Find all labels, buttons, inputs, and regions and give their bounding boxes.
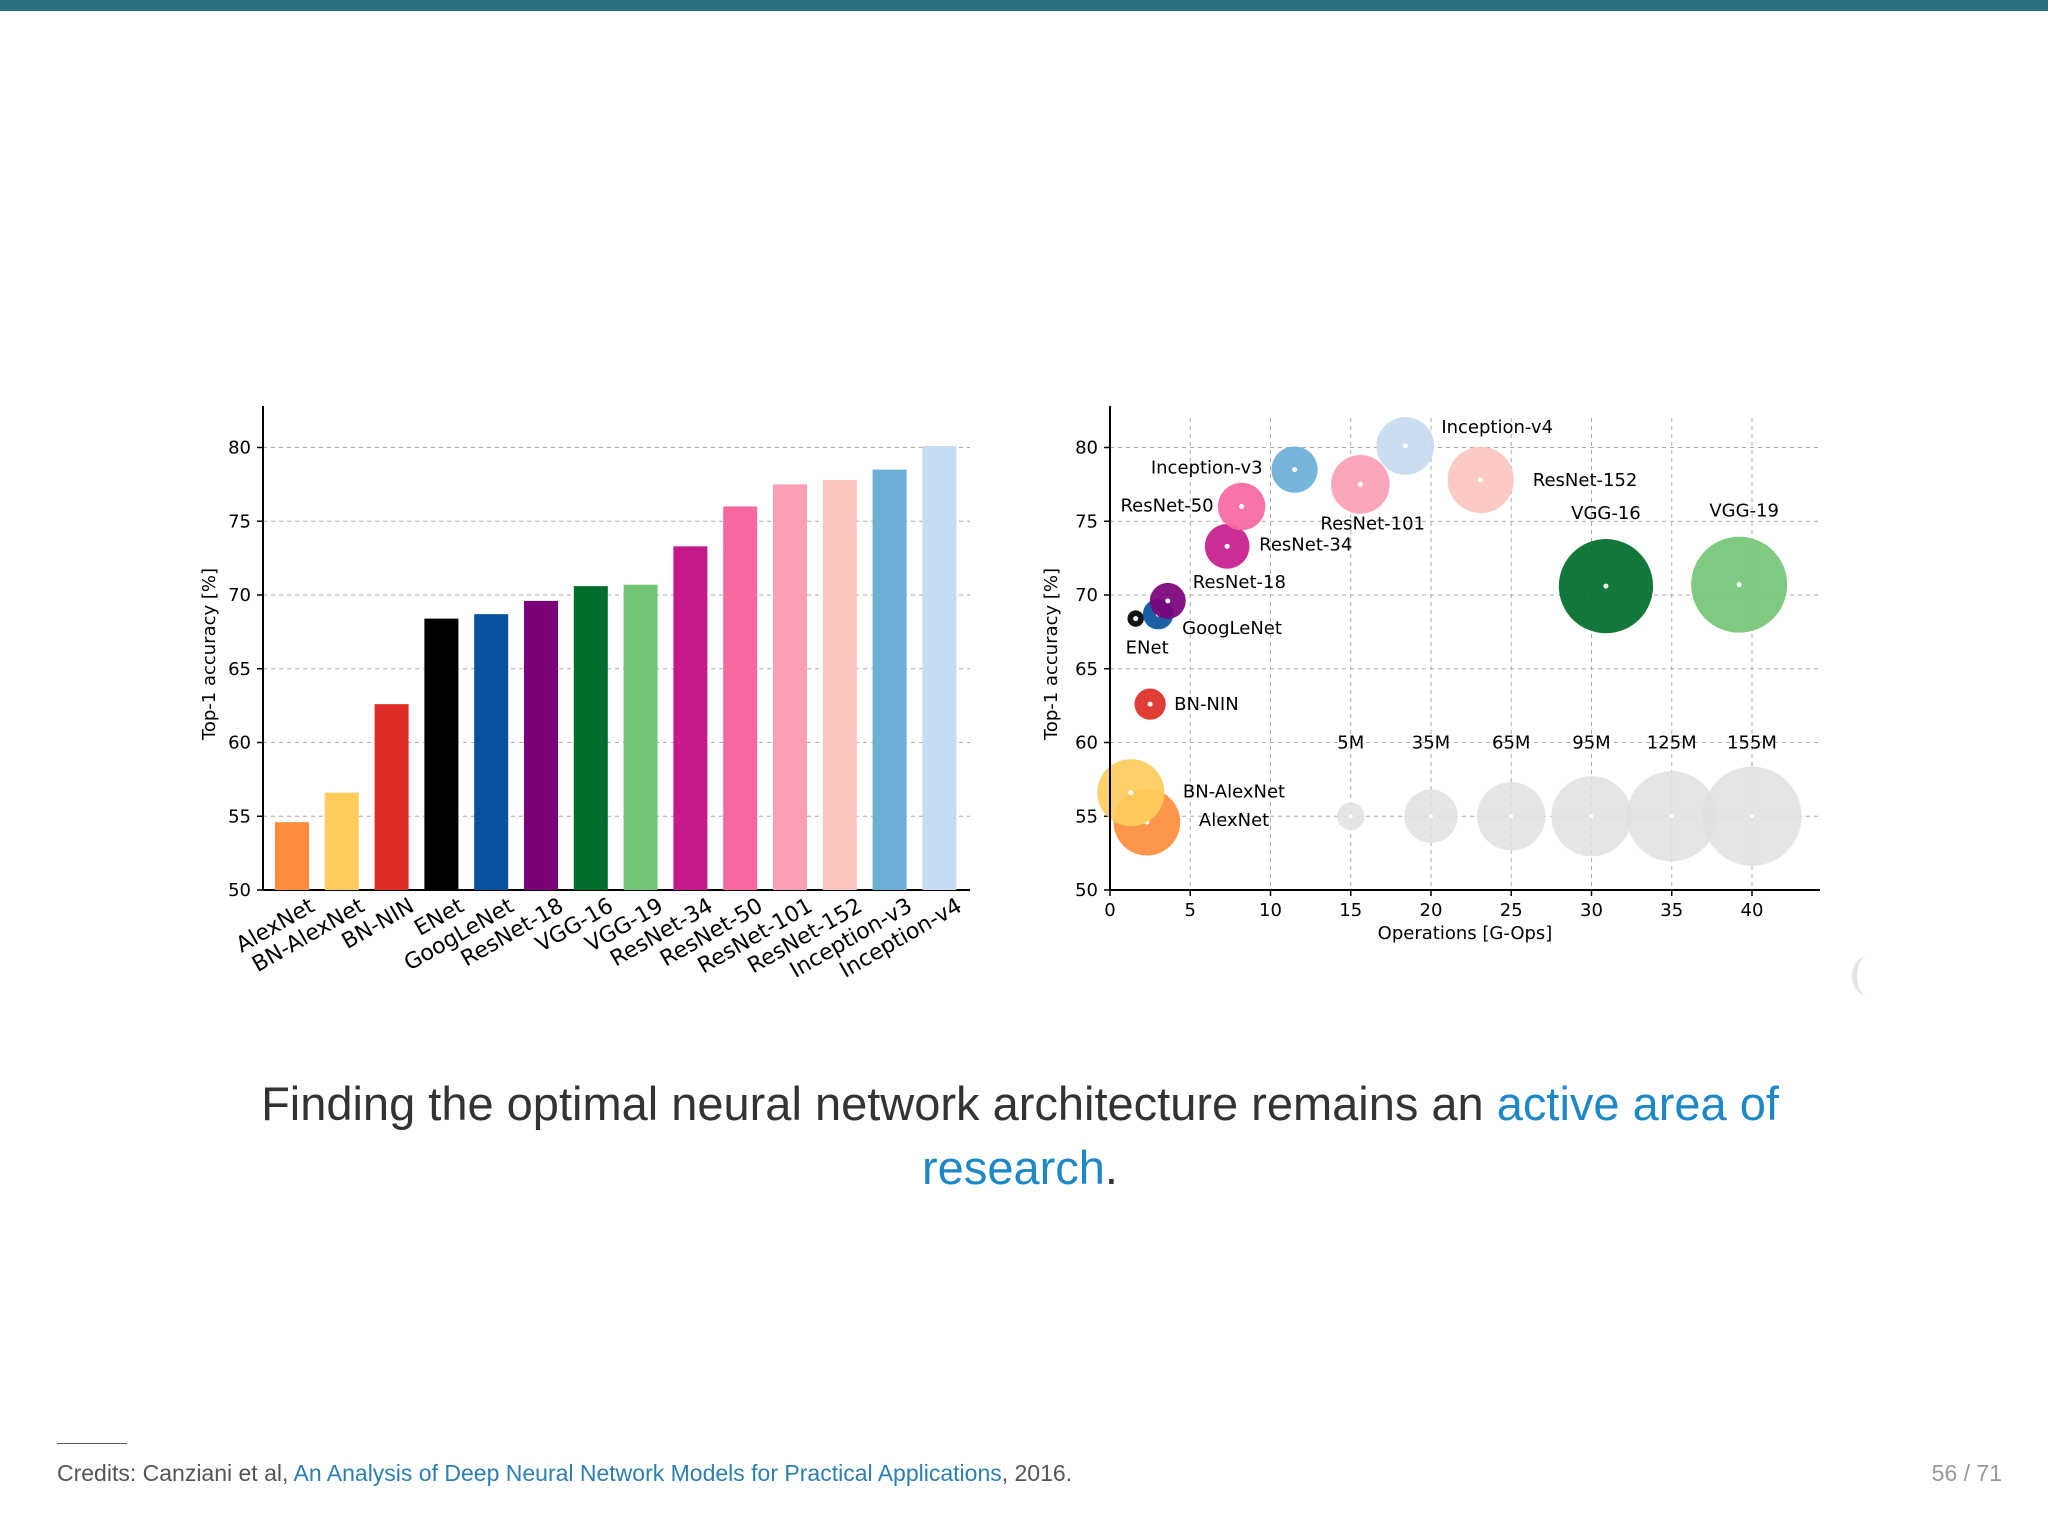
bubble-label: VGG-19 xyxy=(1709,501,1779,522)
y-tick-label: 50 xyxy=(228,880,251,901)
bar-vgg-16 xyxy=(573,586,608,890)
bubble-center xyxy=(1736,582,1742,588)
y-tick-label: 65 xyxy=(1075,659,1098,680)
y-tick-label: 55 xyxy=(228,806,251,827)
bubble-center xyxy=(1429,814,1433,819)
size-legend-label: 5M xyxy=(1337,733,1364,754)
y-tick-label: 70 xyxy=(228,585,251,606)
size-legend-label: 125M xyxy=(1647,733,1697,754)
bubble-center xyxy=(1239,504,1245,509)
page-number: 56 / 71 xyxy=(1931,1460,2002,1486)
x-tick-label: 10 xyxy=(1259,900,1282,921)
x-tick-label: 15 xyxy=(1339,900,1362,921)
slide-caption: Finding the optimal neural network archi… xyxy=(200,1072,1840,1200)
y-tick-label: 50 xyxy=(1075,880,1098,901)
bubble-label: ENet xyxy=(1126,638,1169,659)
bubble-center xyxy=(1750,814,1754,819)
bubble-label: BN-AlexNet xyxy=(1183,782,1285,803)
slide-top-bar xyxy=(0,0,2048,11)
x-tick-label: 30 xyxy=(1580,900,1603,921)
bar-alexnet xyxy=(275,822,309,890)
caption-end: . xyxy=(1104,1141,1118,1194)
bubble-center xyxy=(1133,616,1139,622)
y-axis-label: Top-1 accuracy [%] xyxy=(199,568,220,741)
bar-googlenet xyxy=(474,614,509,890)
bubble-label: ResNet-34 xyxy=(1259,534,1352,555)
bubble-label: Inception-v4 xyxy=(1441,417,1553,438)
bubble-label: AlexNet xyxy=(1199,810,1269,831)
bar-resnet-34 xyxy=(673,546,708,890)
plot-area xyxy=(1097,417,1802,866)
y-tick-label: 80 xyxy=(1075,438,1098,459)
bubble-label: BN-NIN xyxy=(1174,694,1239,715)
x-tick-label: 20 xyxy=(1420,900,1443,921)
bubble-center xyxy=(1509,814,1514,819)
caption-text: Finding the optimal neural network archi… xyxy=(261,1077,1497,1130)
caption-link[interactable]: active area of research xyxy=(922,1077,1779,1194)
y-tick-label: 75 xyxy=(1075,511,1098,532)
size-legend-label: 95M xyxy=(1572,733,1610,754)
bar-resnet-18 xyxy=(524,600,558,890)
bar-vgg-19 xyxy=(623,584,658,890)
bubble-center xyxy=(1478,477,1484,483)
credits-paper-link[interactable]: An Analysis of Deep Neural Network Model… xyxy=(293,1460,1002,1486)
y-tick-label: 75 xyxy=(228,511,251,532)
y-tick-label: 60 xyxy=(1075,733,1098,754)
bubble-label: Inception-v3 xyxy=(1151,458,1263,479)
bubble-center xyxy=(1402,443,1408,449)
credits-suffix: , 2016. xyxy=(1001,1460,1073,1486)
bubble-center xyxy=(1669,814,1674,819)
bar-resnet-152 xyxy=(822,479,857,890)
size-legend-label: 35M xyxy=(1412,733,1450,754)
bubble-center xyxy=(1589,814,1594,819)
bubble-label: GoogLeNet xyxy=(1182,618,1282,639)
credits-footnote: Credits: Canziani et al, An Analysis of … xyxy=(57,1460,1072,1487)
bubble-label: ResNet-18 xyxy=(1193,572,1286,593)
bubble-center xyxy=(1128,790,1134,796)
bubble-center xyxy=(1348,814,1353,819)
y-tick-label: 60 xyxy=(228,733,251,754)
bar-resnet-50 xyxy=(723,506,758,890)
bar-inception-v4 xyxy=(922,446,957,890)
y-tick-label: 80 xyxy=(228,438,251,459)
bar-bn-alexnet xyxy=(324,792,359,890)
bubble-label: VGG-16 xyxy=(1571,503,1641,524)
bubble-center xyxy=(1224,543,1230,549)
bubble-center xyxy=(1165,598,1171,604)
x-tick-label: 25 xyxy=(1500,900,1523,921)
bubble-label: ResNet-50 xyxy=(1120,496,1213,517)
y-tick-label: 70 xyxy=(1075,585,1098,606)
bubble-chart: 50 55 60 65 70 75 80 0 5 10 15 20 25 30 35 40 Operations… xyxy=(1041,406,1820,944)
size-legend-label: 155M xyxy=(1727,733,1777,754)
y-tick-label: 65 xyxy=(228,659,251,680)
bar-bn-nin xyxy=(374,704,409,890)
x-axis-label: Operations [G-Ops] xyxy=(1378,923,1553,944)
y-tick-label: 55 xyxy=(1075,806,1098,827)
bubble-label: ResNet-101 xyxy=(1320,513,1425,534)
credits-prefix: Credits: Canziani et al, xyxy=(57,1460,294,1486)
x-tick-label: 40 xyxy=(1741,900,1764,921)
bubble-center xyxy=(1603,583,1609,589)
y-axis-label: Top-1 accuracy [%] xyxy=(1041,568,1062,741)
x-tick-label: 5 xyxy=(1185,900,1196,921)
bar-resnet-101 xyxy=(773,484,807,890)
size-legend-label: 65M xyxy=(1492,733,1530,754)
bubble-center xyxy=(1147,701,1153,707)
x-tick-label: 0 xyxy=(1104,900,1115,921)
bubble-label: ResNet-152 xyxy=(1533,470,1638,491)
x-tick-label: 35 xyxy=(1660,900,1683,921)
footnote-rule xyxy=(57,1443,127,1444)
bubble-center xyxy=(1292,467,1298,473)
partial-circle-decoration xyxy=(1852,957,1880,995)
bubble-center xyxy=(1357,481,1363,487)
bar-enet xyxy=(424,618,459,890)
bar-inception-v3 xyxy=(872,469,907,890)
